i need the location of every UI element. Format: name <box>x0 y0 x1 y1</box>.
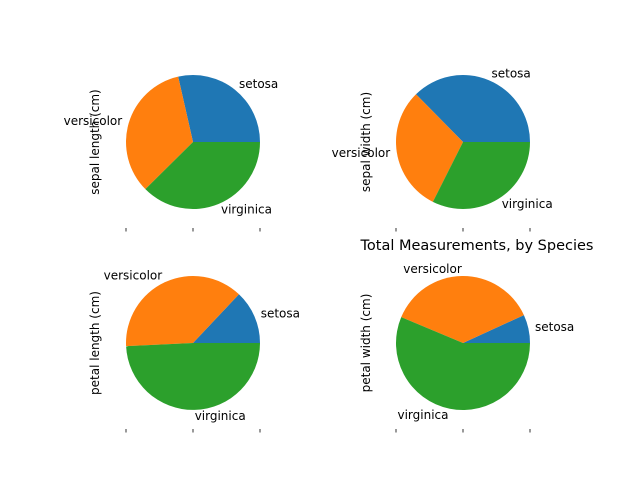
pie-slice-setosa <box>193 294 260 343</box>
pie-slice-label: versicolor <box>64 114 123 128</box>
pie-slice-label: setosa <box>261 306 300 320</box>
pie-slice-virginica <box>126 343 260 410</box>
pie-panel-2: setosa versicolor virginica sepal width (cm… <box>332 67 553 232</box>
pie-panel-3: setosa versicolor virginica petal length (c… <box>88 269 300 433</box>
pie-slice-label: virginica <box>398 408 449 422</box>
pie-slice-versicolor <box>126 76 193 190</box>
pie-slice-label: setosa <box>492 67 531 81</box>
y-axis-label: petal length (cm) <box>88 291 102 395</box>
pie-slice-label: versicolor <box>403 262 462 276</box>
pie-slice-label: setosa <box>239 77 278 91</box>
y-axis-label: sepal length (cm) <box>88 89 102 194</box>
pie-slice-virginica <box>145 142 260 209</box>
pie-slice-versicolor <box>396 94 463 202</box>
pie-slice-setosa <box>416 74 530 142</box>
pie-slice-label: virginica <box>195 409 246 423</box>
pie-slice-label: virginica <box>502 197 553 211</box>
pie-slice-setosa <box>463 315 530 343</box>
pie-slice-versicolor <box>401 276 524 343</box>
pie-slice-label: versicolor <box>332 146 391 160</box>
pie-slice-setosa <box>178 75 260 142</box>
pie-slice-label: setosa <box>535 320 574 334</box>
pie-slice-label: virginica <box>221 203 272 217</box>
pie-slice-label: versicolor <box>104 269 163 283</box>
figure-title: Total Measurements, by Species <box>360 238 594 254</box>
pie-slice-virginica <box>396 317 530 411</box>
pie-panel-1: setosa versicolor virginica sepal length (c… <box>64 75 278 232</box>
y-axis-label: sepal width (cm) <box>359 92 373 192</box>
pie-panel-4: setosa versicolor virginica petal width (cm… <box>359 262 574 433</box>
pie-slice-virginica <box>432 142 530 209</box>
y-axis-label: petal width (cm) <box>359 294 373 393</box>
pie-slice-versicolor <box>126 276 239 347</box>
